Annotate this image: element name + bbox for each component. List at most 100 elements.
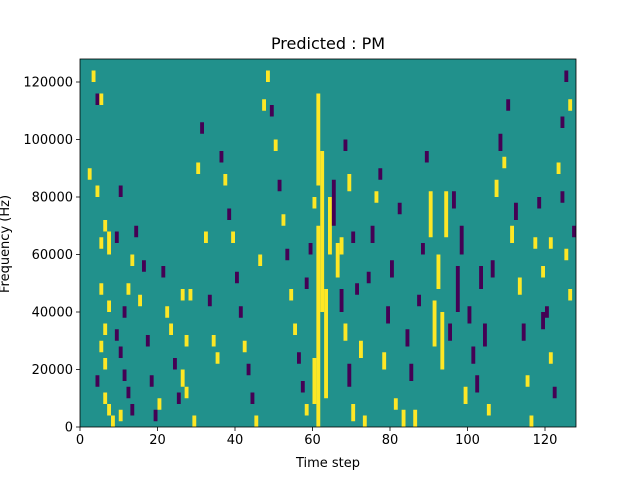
y-tick-label: 80000 (32, 191, 73, 206)
heatmap-cell (328, 197, 332, 255)
heatmap-cell (250, 392, 255, 404)
heatmap-cell (428, 191, 433, 238)
heatmap-cell (277, 179, 282, 192)
heatmap-cell (463, 386, 468, 404)
heatmap-cell (525, 375, 530, 387)
heatmap-cell (548, 237, 553, 249)
heatmap-cell (99, 283, 104, 295)
heatmap-cell (471, 346, 476, 364)
heatmap-cell (390, 260, 394, 278)
heatmap-cell (242, 340, 247, 353)
x-tick-label: 60 (304, 433, 321, 448)
heatmap-cell (188, 289, 193, 301)
y-tick-label: 120000 (23, 76, 73, 91)
heatmap-cell (95, 375, 100, 387)
heatmap-cell (490, 260, 495, 278)
x-tick-label: 80 (382, 433, 399, 448)
heatmap-cell (564, 248, 569, 261)
heatmap-cell (455, 266, 460, 312)
heatmap-cell (103, 358, 108, 370)
heatmap-cell (483, 323, 487, 347)
heatmap-cell (347, 174, 352, 192)
heatmap-cell (382, 352, 387, 370)
heatmap-cell (521, 323, 526, 341)
y-tick-label: 20000 (32, 363, 73, 378)
heatmap-cell (343, 139, 348, 151)
heatmap-cell (289, 289, 294, 301)
heatmap-cell (552, 386, 557, 399)
heatmap-cell (91, 70, 96, 82)
heatmap-cell (444, 191, 449, 238)
heatmap-cell (560, 116, 565, 128)
heatmap-cell (219, 151, 224, 163)
heatmap-cell (405, 329, 410, 347)
heatmap-cell (355, 283, 359, 295)
heatmap-cell (285, 248, 290, 261)
heatmap-cell (572, 225, 576, 238)
x-tick-label: 0 (76, 433, 84, 448)
heatmap-cell (452, 191, 456, 209)
heatmap-cell (359, 340, 363, 358)
heatmap-cell (316, 93, 321, 186)
heatmap-cell (142, 260, 146, 272)
heatmap-cell (324, 289, 328, 399)
heatmap-cell (475, 375, 480, 393)
y-tick-label: 0 (65, 421, 73, 436)
heatmap-cell (335, 243, 340, 278)
heatmap-cell (95, 93, 100, 105)
heatmap-cell (293, 323, 297, 335)
heatmap-cell (281, 214, 286, 226)
heatmap-cell (107, 404, 111, 416)
heatmap-cell (149, 375, 154, 387)
heatmap-cell (347, 363, 352, 387)
heatmap-cell (417, 294, 421, 307)
heatmap-cell (320, 151, 325, 312)
heatmap-cell (262, 99, 266, 111)
x-tick-label: 120 (533, 433, 558, 448)
heatmap-cell (211, 335, 216, 347)
heatmap-cell (130, 254, 135, 266)
heatmap-cell (517, 277, 522, 295)
plot-frame (79, 58, 577, 428)
heatmap-cell (436, 254, 441, 289)
heatmap-cell (215, 352, 220, 364)
heatmap-cell (401, 409, 406, 427)
x-axis: 0 20 40 60 80 100 120 (76, 427, 558, 448)
heatmap-cell (99, 340, 104, 353)
heatmap-cell (145, 335, 150, 347)
heatmap-cell (165, 306, 170, 318)
heatmap-cell (204, 231, 208, 243)
heatmap-cell (114, 329, 119, 341)
heatmap-cell (134, 225, 139, 238)
heatmap-cell (331, 179, 336, 226)
heatmap-cell (99, 93, 104, 105)
heatmap-cell (196, 162, 201, 174)
heatmap-cell (545, 306, 549, 318)
heatmap-cell (161, 266, 166, 278)
heatmap-cell (99, 237, 104, 249)
heatmap-cell (223, 174, 228, 186)
heatmap-cell (246, 363, 251, 376)
heatmap-cell (378, 168, 383, 180)
y-axis: 0 20000 40000 60000 80000 100000 120000 (23, 76, 80, 436)
heatmap-cell (316, 225, 321, 427)
heatmap-cell (560, 191, 565, 203)
heatmap-cell (180, 289, 185, 301)
y-tick-label: 100000 (23, 133, 73, 148)
heatmap-cell (339, 289, 344, 312)
x-tick-label: 20 (149, 433, 166, 448)
heatmap-cell (254, 415, 259, 427)
heatmap-cell (258, 254, 263, 266)
x-axis-label: Time step (295, 456, 360, 471)
heatmap-cell (339, 237, 344, 255)
heatmap-cell (409, 363, 414, 381)
heatmap-cell (95, 185, 100, 197)
heatmap-cell (498, 133, 503, 151)
heatmap-cell (122, 306, 127, 318)
heatmap-cell (87, 168, 92, 180)
heatmap-cell (266, 70, 270, 82)
heatmap-cell (153, 409, 158, 422)
heatmap-cell (173, 358, 177, 370)
heatmap-cell (312, 358, 317, 404)
